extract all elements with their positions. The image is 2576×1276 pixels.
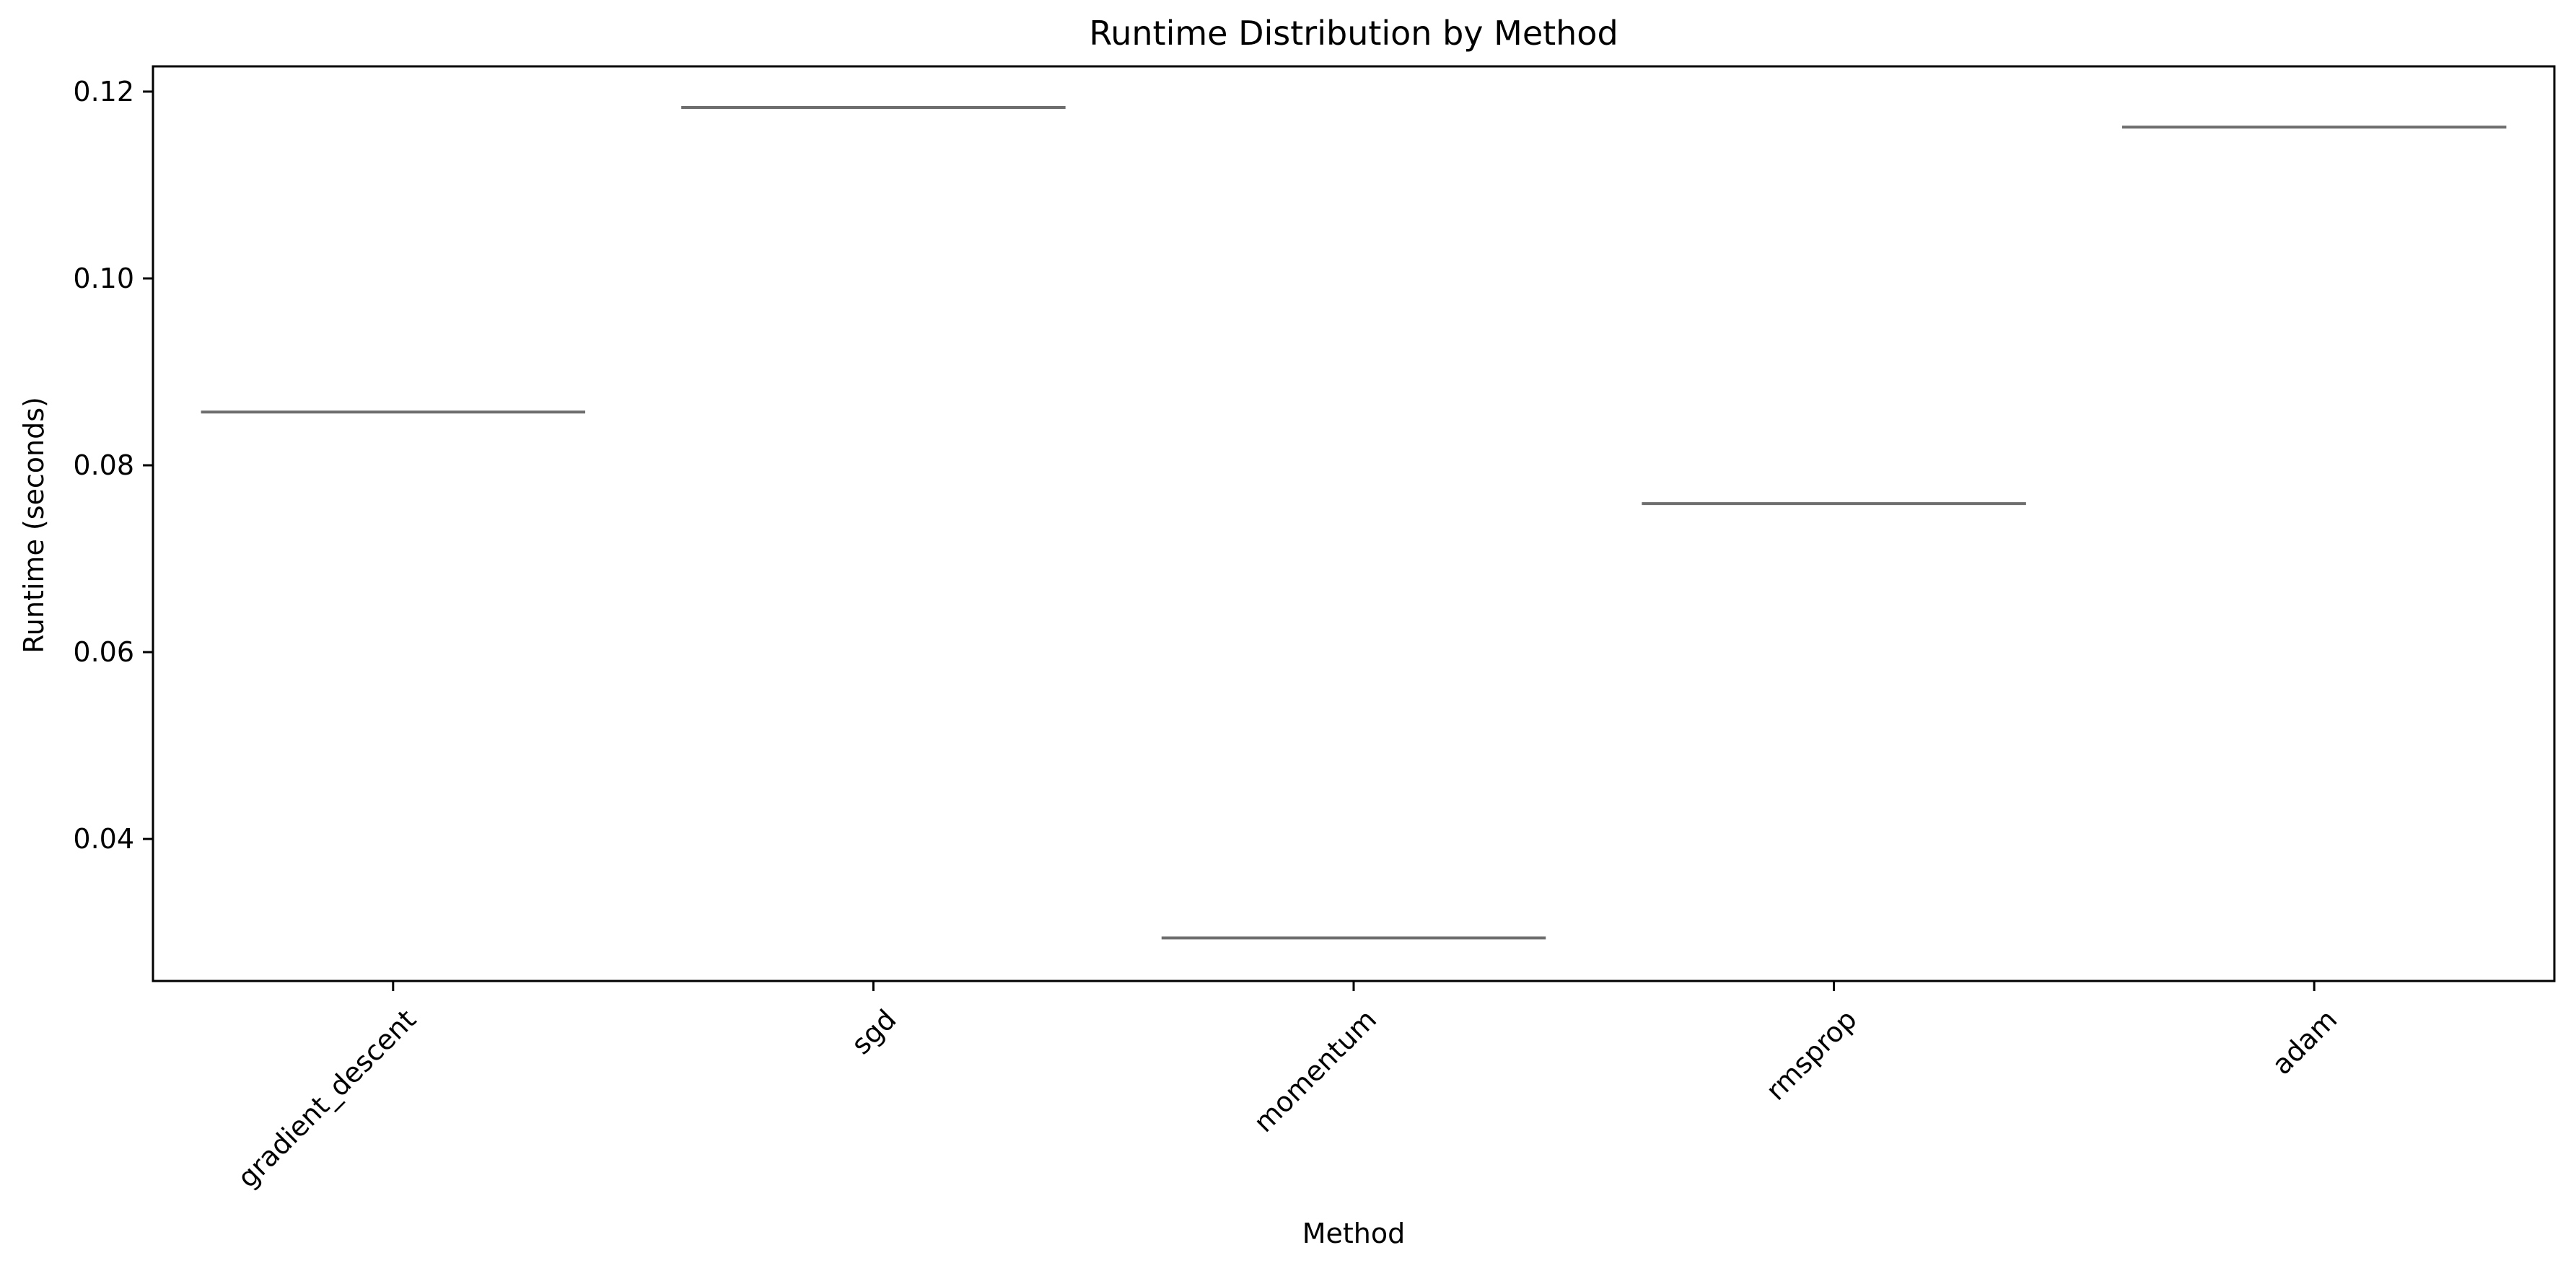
y-tick-label: 0.06	[73, 636, 134, 668]
y-tick-label: 0.10	[73, 263, 134, 294]
y-tick-label: 0.12	[73, 76, 134, 107]
chart-title: Runtime Distribution by Method	[1089, 14, 1618, 53]
y-axis-label: Runtime (seconds)	[18, 397, 50, 654]
x-axis-label: Method	[1302, 1218, 1406, 1249]
y-tick-label: 0.08	[73, 449, 134, 481]
y-tick-label: 0.04	[73, 823, 134, 855]
